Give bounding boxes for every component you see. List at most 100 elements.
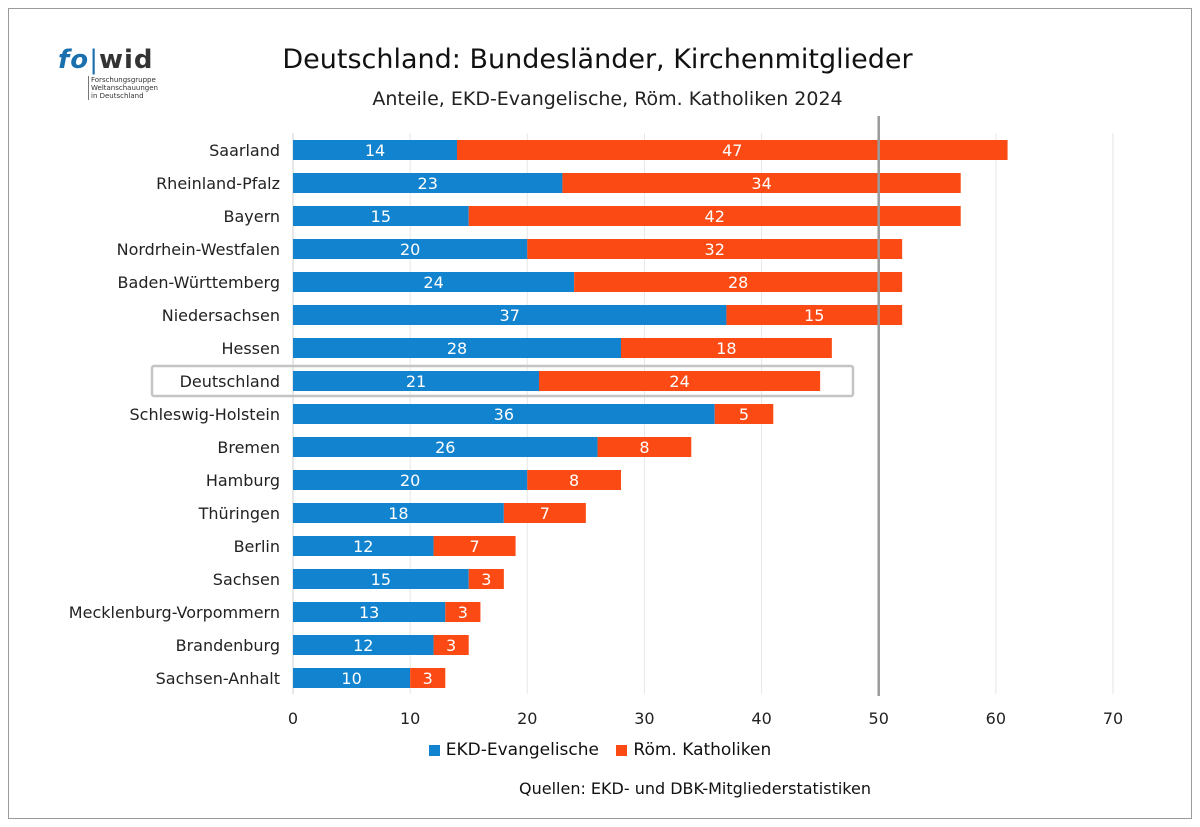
bar-rk-hessen xyxy=(621,338,832,358)
category-label-hessen: Hessen xyxy=(221,339,280,358)
data-label-rk-berlin: 7 xyxy=(469,537,479,556)
bar-ekd-saarland xyxy=(293,140,457,160)
logo-separator: | xyxy=(89,45,99,75)
logo-wordmark: fo|wid xyxy=(58,46,154,74)
bar-rk-bayern xyxy=(468,206,961,226)
bar-ekd-deutschland xyxy=(293,371,539,391)
bar-ekd-brandenburg xyxy=(293,635,434,655)
category-label-mecklenburg-vorpommern: Mecklenburg-Vorpommern xyxy=(69,603,280,622)
data-label-ekd-saarland: 14 xyxy=(365,141,385,160)
fowid-logo: fo|wid Forschungsgruppe Weltanschauungen… xyxy=(58,46,178,106)
bar-rk-saarland xyxy=(457,140,1008,160)
bar-rk-sachsen xyxy=(468,569,504,589)
category-label-rheinland-pfalz: Rheinland-Pfalz xyxy=(156,174,280,193)
bar-rk-nordrhein-westfalen xyxy=(527,239,903,259)
data-label-rk-rheinland-pfalz: 34 xyxy=(751,174,771,193)
data-label-ekd-thüringen: 18 xyxy=(388,504,408,523)
data-label-ekd-bremen: 26 xyxy=(435,438,455,457)
logo-subtitle: Forschungsgruppe Weltanschauungen in Deu… xyxy=(88,76,181,100)
chart-subtitle: Anteile, EKD-Evangelische, Röm. Katholik… xyxy=(372,88,843,110)
category-label-nordrhein-westfalen: Nordrhein-Westfalen xyxy=(117,240,280,259)
data-label-ekd-schleswig-holstein: 36 xyxy=(494,405,514,424)
x-tick-label-70: 70 xyxy=(1103,709,1123,728)
category-label-berlin: Berlin xyxy=(234,537,280,556)
highlight-box-deutschland xyxy=(150,364,855,398)
data-label-rk-hamburg: 8 xyxy=(569,471,579,490)
data-label-ekd-niedersachsen: 37 xyxy=(500,306,520,325)
data-label-ekd-mecklenburg-vorpommern: 13 xyxy=(359,603,379,622)
bar-ekd-bremen xyxy=(293,437,598,457)
bar-rk-deutschland xyxy=(539,371,821,391)
data-label-rk-nordrhein-westfalen: 32 xyxy=(705,240,725,259)
data-label-rk-schleswig-holstein: 5 xyxy=(739,405,749,424)
x-tick-label-0: 0 xyxy=(288,709,298,728)
bar-ekd-schleswig-holstein xyxy=(293,404,715,424)
x-tick-label-50: 50 xyxy=(869,709,889,728)
data-label-rk-sachsen-anhalt: 3 xyxy=(423,669,433,688)
bar-ekd-niedersachsen xyxy=(293,305,727,325)
bar-rk-berlin xyxy=(433,536,516,556)
bar-ekd-bayern xyxy=(293,206,469,226)
logo-suffix: wid xyxy=(98,45,154,75)
category-label-saarland: Saarland xyxy=(209,141,280,160)
bar-ekd-mecklenburg-vorpommern xyxy=(293,602,446,622)
legend-swatch-rk xyxy=(616,744,628,756)
data-label-ekd-deutschland: 21 xyxy=(406,372,426,391)
category-label-niedersachsen: Niedersachsen xyxy=(162,306,280,325)
x-tick-label-10: 10 xyxy=(400,709,420,728)
data-label-rk-sachsen: 3 xyxy=(481,570,491,589)
category-label-thüringen: Thüringen xyxy=(198,504,280,523)
data-label-ekd-brandenburg: 12 xyxy=(353,636,373,655)
data-label-ekd-nordrhein-westfalen: 20 xyxy=(400,240,420,259)
data-label-rk-brandenburg: 3 xyxy=(446,636,456,655)
data-label-rk-thüringen: 7 xyxy=(540,504,550,523)
bar-rk-thüringen xyxy=(503,503,586,523)
data-label-rk-bayern: 42 xyxy=(705,207,725,226)
bar-rk-niedersachsen xyxy=(726,305,903,325)
category-label-deutschland: Deutschland xyxy=(180,372,280,391)
data-label-ekd-hessen: 28 xyxy=(447,339,467,358)
bar-rk-mecklenburg-vorpommern xyxy=(445,602,481,622)
data-label-ekd-berlin: 12 xyxy=(353,537,373,556)
chart-frame xyxy=(8,8,1192,819)
category-label-hamburg: Hamburg xyxy=(206,471,280,490)
category-label-baden-württemberg: Baden-Württemberg xyxy=(118,273,280,292)
bar-ekd-nordrhein-westfalen xyxy=(293,239,528,259)
legend-item-ekd: EKD-Evangelische xyxy=(428,740,599,760)
data-label-rk-saarland: 47 xyxy=(722,141,742,160)
legend-label-rk: Röm. Katholiken xyxy=(633,740,772,760)
category-label-bayern: Bayern xyxy=(223,207,280,226)
bar-ekd-baden-württemberg xyxy=(293,272,575,292)
bar-rk-brandenburg xyxy=(433,635,469,655)
x-tick-label-60: 60 xyxy=(986,709,1006,728)
data-label-rk-hessen: 18 xyxy=(716,339,736,358)
data-label-ekd-sachsen-anhalt: 10 xyxy=(341,669,361,688)
data-label-ekd-bayern: 15 xyxy=(371,207,391,226)
bar-ekd-sachsen xyxy=(293,569,469,589)
chart-legend: EKD-Evangelische Röm. Katholiken xyxy=(0,740,1200,761)
bar-ekd-berlin xyxy=(293,536,434,556)
data-label-rk-baden-württemberg: 28 xyxy=(728,273,748,292)
data-label-ekd-rheinland-pfalz: 23 xyxy=(418,174,438,193)
data-label-ekd-hamburg: 20 xyxy=(400,471,420,490)
bar-rk-rheinland-pfalz xyxy=(562,173,961,193)
bar-ekd-sachsen-anhalt xyxy=(293,668,411,688)
x-tick-label-20: 20 xyxy=(517,709,537,728)
data-label-ekd-sachsen: 15 xyxy=(371,570,391,589)
category-label-bremen: Bremen xyxy=(217,438,280,457)
legend-item-rk: Röm. Katholiken xyxy=(616,740,771,760)
bar-ekd-hessen xyxy=(293,338,621,358)
data-label-rk-deutschland: 24 xyxy=(669,372,689,391)
category-label-sachsen: Sachsen xyxy=(213,570,280,589)
category-label-sachsen-anhalt: Sachsen-Anhalt xyxy=(156,669,280,688)
bar-rk-hamburg xyxy=(527,470,621,490)
bar-rk-bremen xyxy=(597,437,692,457)
data-label-rk-bremen: 8 xyxy=(639,438,649,457)
bar-rk-baden-württemberg xyxy=(574,272,903,292)
logo-prefix: fo xyxy=(58,45,90,75)
bar-rk-schleswig-holstein xyxy=(714,404,774,424)
legend-label-ekd: EKD-Evangelische xyxy=(445,740,599,760)
x-tick-label-30: 30 xyxy=(634,709,654,728)
bar-ekd-hamburg xyxy=(293,470,528,490)
